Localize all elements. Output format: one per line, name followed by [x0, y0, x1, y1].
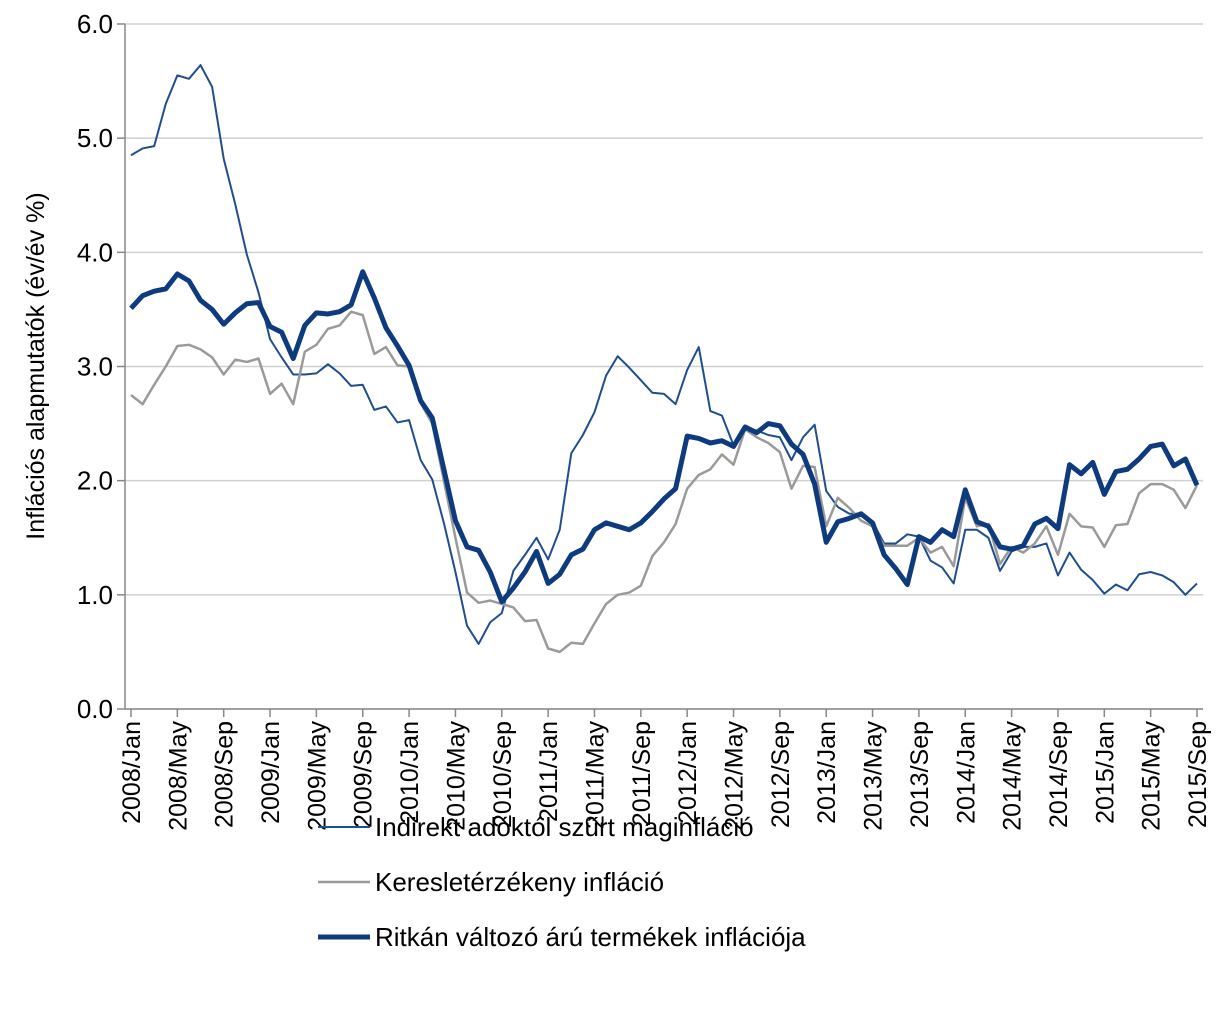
x-tick-label: 2013/Jan [813, 721, 841, 824]
y-tick-label: 4.0 [77, 237, 113, 267]
series-line [129, 269, 1200, 605]
x-tick-label: 2015/Jan [1091, 721, 1119, 824]
y-tick-label: 6.0 [77, 9, 113, 39]
x-tick-label: 2010/Jan [396, 721, 424, 824]
x-tick-label: 2011/Jan [535, 721, 563, 822]
x-tick-label: 2008/May [164, 721, 192, 831]
x-tick-label: 2014/Sep [1045, 721, 1073, 828]
x-tick-label: 2015/Sep [1184, 721, 1212, 828]
x-tick-label: 2009/Sep [350, 721, 378, 828]
x-tick-label: 2010/May [442, 721, 470, 831]
y-tick-label: 5.0 [77, 123, 113, 153]
x-tick-label: 2011/Sep [628, 721, 656, 826]
x-tick-label: 2012/Sep [767, 721, 795, 828]
x-tick-label: 2009/Jan [257, 721, 285, 824]
legend-label: Ritkán változó árú termékek inflációja [375, 922, 806, 952]
y-tick-label: 0.0 [77, 694, 113, 724]
x-tick-label: 2010/Sep [489, 721, 517, 828]
series-line [130, 310, 1199, 654]
y-tick-label: 2.0 [77, 466, 113, 496]
y-tick-label: 1.0 [77, 580, 113, 610]
legend-label: Keresletérzékeny infláció [375, 867, 664, 897]
y-axis-label: Inflációs alapmutatók (év/év %) [22, 192, 50, 539]
x-tick-label: 2015/May [1138, 721, 1166, 831]
x-tick-label: 2013/Sep [906, 721, 934, 828]
x-tick-label: 2012/May [721, 721, 749, 831]
x-tick-label: 2013/May [860, 721, 888, 831]
x-tick-label: 2009/May [303, 721, 331, 831]
x-tick-label: 2011/May [581, 721, 609, 829]
legend-label: Indirekt adóktól szűrt maginfláció [375, 812, 754, 842]
x-tick-label: 2008/Jan [118, 721, 146, 824]
x-tick-label: 2014/Jan [952, 721, 980, 824]
y-tick-label: 3.0 [77, 352, 113, 382]
x-tick-label: 2012/Jan [674, 721, 702, 824]
x-tick-label: 2008/Sep [211, 721, 239, 828]
x-tick-label: 2014/May [999, 721, 1027, 831]
